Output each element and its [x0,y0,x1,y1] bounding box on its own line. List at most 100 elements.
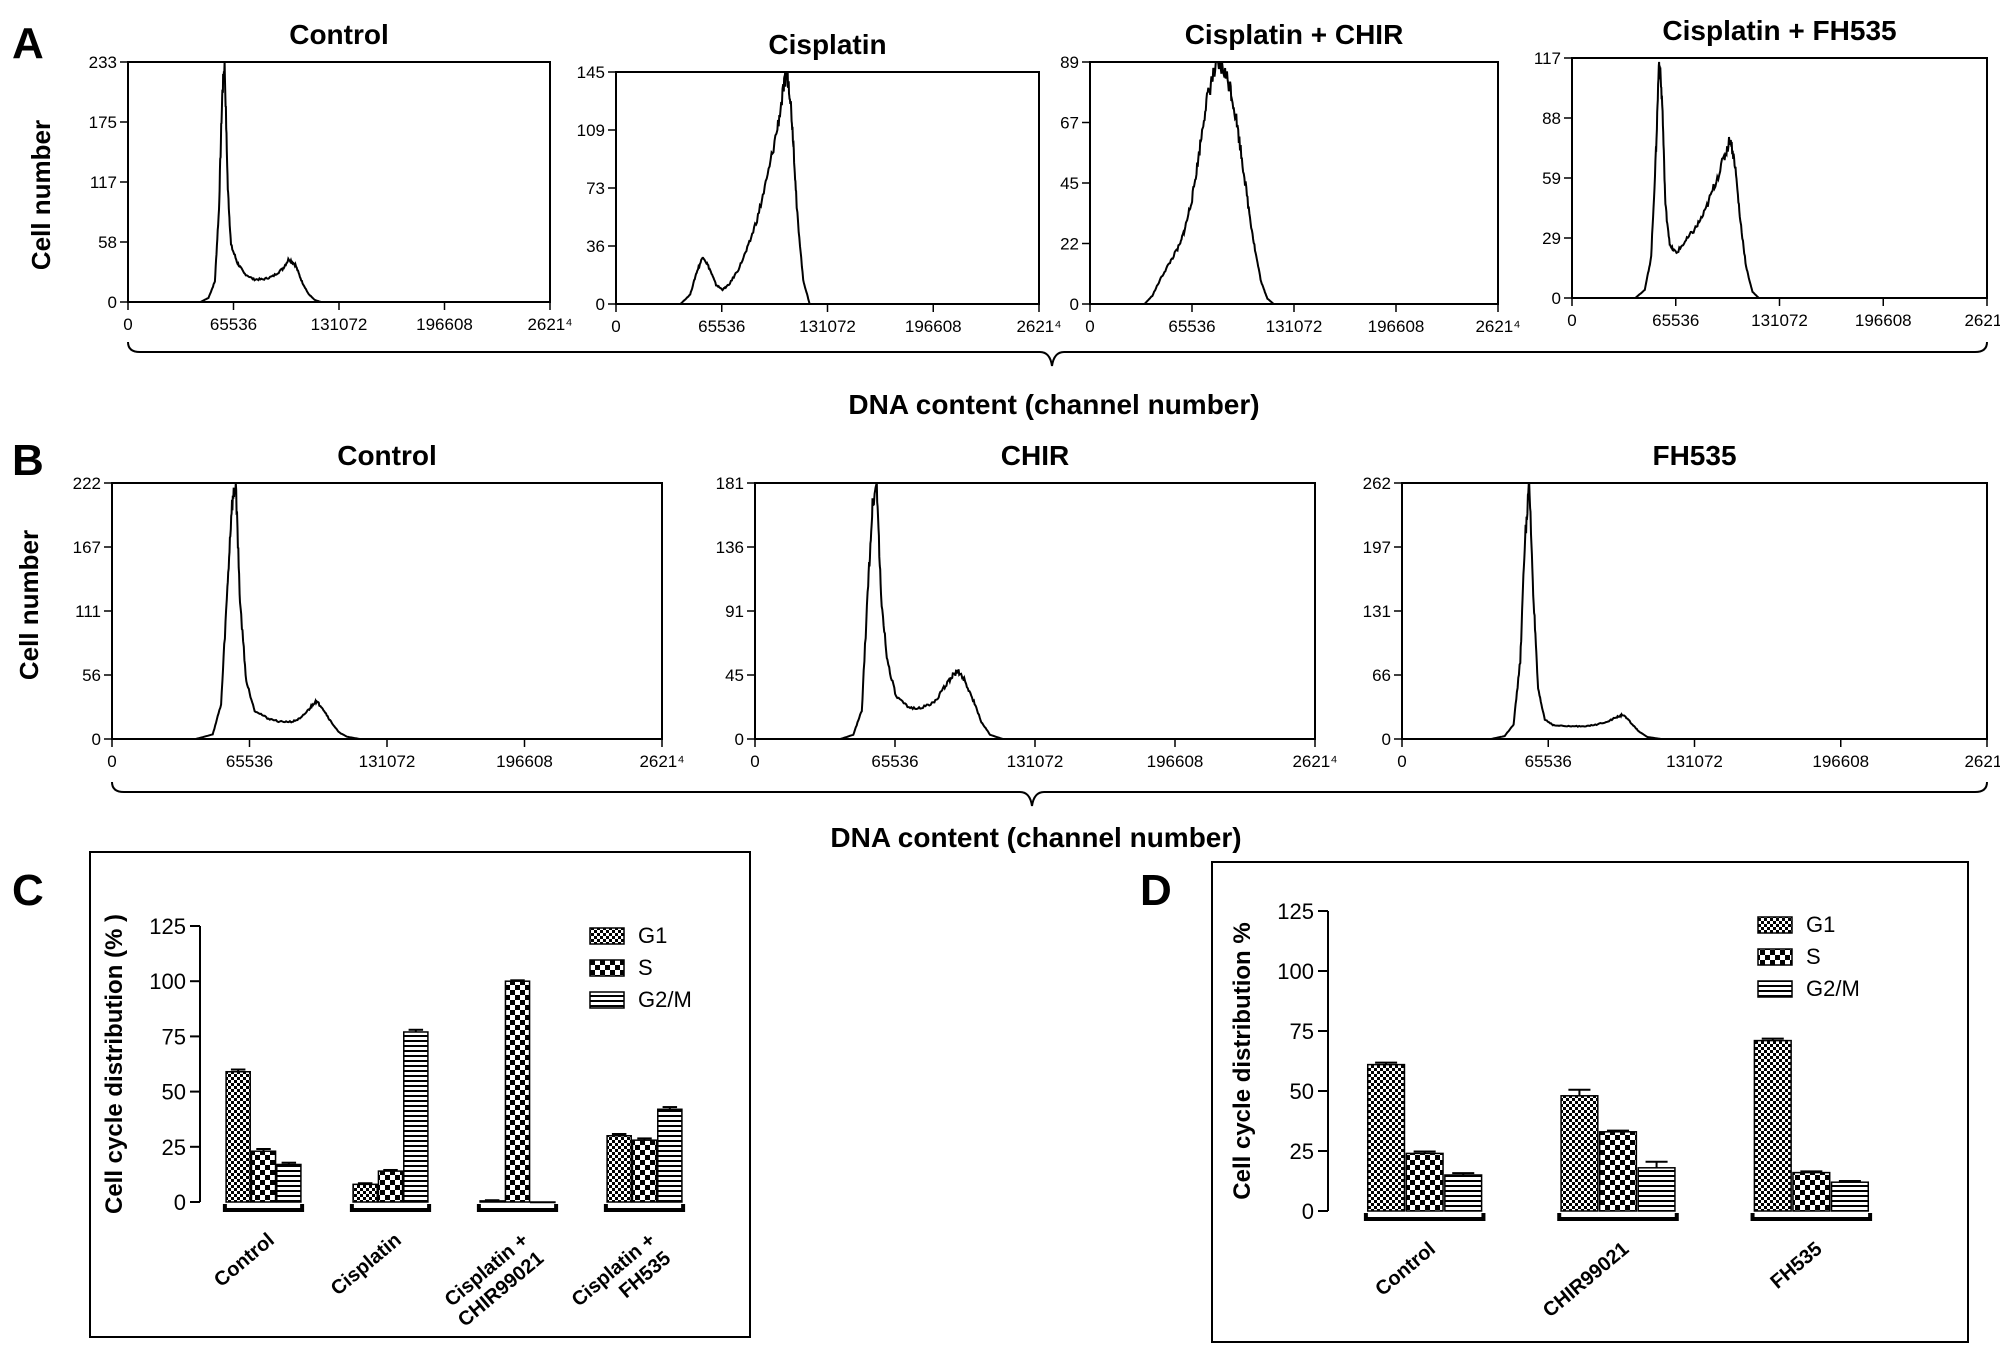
histogram-b-2: CHIR 0 45 91 136 181 0 65536 131072 196608 2621⁴ [716,440,1338,771]
category-label-line: FH535 [1766,1238,1826,1293]
plot-frame [754,482,1316,740]
panel-letter-d: D [1140,866,1172,915]
bar [1830,1181,1870,1212]
y-tick-label: 0 [1382,730,1391,749]
x-tick-label: 0 [1085,317,1094,336]
histogram-trace [128,61,550,303]
bar [352,1183,378,1203]
legend-swatch [1757,916,1793,934]
bar [530,1201,556,1204]
histogram-trace [755,482,1315,740]
histogram-trace [616,71,1039,305]
y-tick-label: 0 [1070,295,1079,314]
category-bracket [349,1204,432,1212]
x-tick-label: 196608 [416,315,473,334]
bar [377,1170,404,1203]
bar [1598,1131,1638,1212]
category-label: FH535 [1766,1238,1826,1293]
y-tick-label: 175 [89,113,117,132]
panel-d-frame [1211,861,1969,1343]
y-tick-label: 0 [596,295,605,314]
bar-chart-d: 0 25 50 75 100 125 Cell cycle distribution % Co… [1229,899,1873,1322]
histogram-trace [1402,482,1987,740]
plot-frame [127,61,551,303]
y-tick-label: 262 [1363,474,1391,493]
x-tick-label: 65536 [1168,317,1215,336]
y-tick-label: 50 [162,1080,186,1105]
category-label-line: Control [210,1229,279,1292]
bar [1366,1063,1406,1212]
category-label: Cisplatin [327,1229,406,1300]
bar [504,980,531,1203]
legend-swatch [589,959,625,977]
histogram-title: Cisplatin [768,29,886,60]
y-tick-label: 222 [73,474,101,493]
bar [1560,1095,1599,1212]
x-tick-label: 196608 [1147,752,1204,771]
panel-b-ylabel: Cell number [14,530,44,680]
legend-swatch [589,991,625,1009]
bar [606,1135,632,1203]
panel-letter-a: A [12,19,44,68]
histogram-title: Control [289,19,389,50]
y-tick-label: 0 [735,730,744,749]
category-bracket [1750,1213,1873,1221]
panel-c-frame [89,851,751,1338]
y-tick-label: 0 [108,293,117,312]
histogram-a-1: Control 0 58 117 175 233 0 65536 131072 196608 262… [89,19,573,334]
panel-b-brace [111,781,1988,807]
y-tick-label: 25 [162,1135,186,1160]
y-tick-label: 89 [1060,53,1079,72]
y-tick-label: 197 [1363,538,1391,557]
y-tick-label: 58 [98,233,117,252]
y-tick-label: 100 [1277,959,1314,984]
x-tick-label: 196608 [1368,317,1425,336]
y-tick-label: 117 [90,173,117,192]
y-tick-label: 0 [92,730,101,749]
x-tick-label: 131072 [1266,317,1323,336]
bar [1753,1039,1792,1212]
plot-frame [1089,61,1499,305]
histogram-title: CHIR [1001,440,1069,471]
y-tick-label: 73 [586,179,605,198]
y-tick-label: 56 [82,666,101,685]
x-tick-label: 65536 [1525,752,1572,771]
panel-letter-c: C [12,866,44,915]
y-tick-label: 181 [716,474,744,493]
x-tick-label: 0 [107,752,116,771]
histogram-a-4: Cisplatin + FH535 0 29 59 88 117 0 65536 131072 1… [1534,15,2000,330]
bar [403,1031,429,1203]
y-tick-label: 167 [73,538,101,557]
x-tick-label: 2621⁴ [1292,752,1337,771]
category-bracket [222,1204,305,1212]
category-label: Control [210,1229,279,1292]
y-tick-label: 136 [716,538,744,557]
category-bracket [603,1204,686,1212]
y-tick-label: 66 [1372,666,1391,685]
x-tick-label: 0 [1397,752,1406,771]
panel-a-xlabel: DNA content (channel number) [848,389,1259,420]
legend-label: G2/M [638,987,692,1012]
category-label: Cisplatin +CHIR99021 [439,1229,549,1331]
category-bracket [1557,1213,1679,1221]
y-tick-label: 0 [1302,1199,1314,1224]
bar [1637,1167,1676,1212]
x-tick-label: 2621⁴ [527,315,572,334]
legend-label: S [1806,944,1821,969]
x-tick-label: 2621⁴ [1016,317,1061,336]
legend-label: G1 [1806,912,1835,937]
x-tick-label: 65536 [871,752,918,771]
histogram-b-3: FH535 0 66 131 197 262 0 65536 131072 196608 2621⁴ [1363,440,2000,771]
legend-label: G2/M [1806,976,1860,1001]
x-tick-label: 65536 [1652,311,1699,330]
bar [631,1139,658,1203]
y-tick-label: 100 [149,969,186,994]
plot-frame [111,482,663,740]
x-tick-label: 196608 [905,317,962,336]
panel-a-brace [127,341,1988,367]
histogram-title: FH535 [1652,440,1736,471]
category-label: CHIR99021 [1539,1238,1633,1322]
category-bracket [1363,1213,1486,1221]
histogram-trace [112,482,662,740]
